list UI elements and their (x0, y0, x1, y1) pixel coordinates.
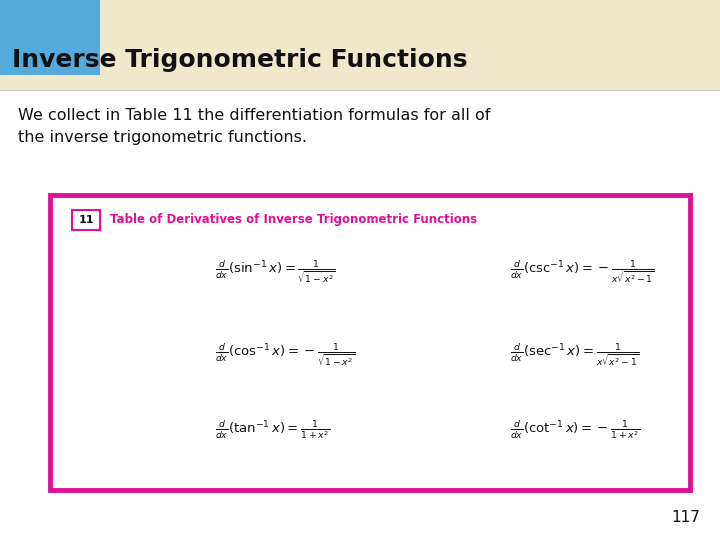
Text: 11: 11 (78, 215, 94, 225)
Text: $\frac{d}{dx}(\sin^{-1}x) = \frac{1}{\sqrt{1-x^2}}$: $\frac{d}{dx}(\sin^{-1}x) = \frac{1}{\sq… (215, 259, 336, 285)
Text: Table of Derivatives of Inverse Trigonometric Functions: Table of Derivatives of Inverse Trigonom… (110, 213, 477, 226)
Text: $\frac{d}{dx}(\sec^{-1}x) = \frac{1}{x\sqrt{x^2-1}}$: $\frac{d}{dx}(\sec^{-1}x) = \frac{1}{x\s… (510, 342, 639, 368)
Text: $\frac{d}{dx}(\cos^{-1}x) = -\frac{1}{\sqrt{1-x^2}}$: $\frac{d}{dx}(\cos^{-1}x) = -\frac{1}{\s… (215, 342, 355, 368)
Text: Inverse Trigonometric Functions: Inverse Trigonometric Functions (12, 48, 467, 72)
Text: 117: 117 (671, 510, 700, 525)
Text: $\frac{d}{dx}(\tan^{-1}x) = \frac{1}{1+x^2}$: $\frac{d}{dx}(\tan^{-1}x) = \frac{1}{1+x… (215, 418, 330, 442)
FancyBboxPatch shape (0, 0, 720, 90)
FancyBboxPatch shape (0, 0, 100, 75)
Text: $\frac{d}{dx}(\cot^{-1}x) = -\frac{1}{1+x^2}$: $\frac{d}{dx}(\cot^{-1}x) = -\frac{1}{1+… (510, 418, 640, 442)
Text: $\frac{d}{dx}(\csc^{-1}x) = -\frac{1}{x\sqrt{x^2-1}}$: $\frac{d}{dx}(\csc^{-1}x) = -\frac{1}{x\… (510, 259, 655, 286)
Text: We collect in Table 11 the differentiation formulas for all of
the inverse trigo: We collect in Table 11 the differentiati… (18, 108, 490, 145)
FancyBboxPatch shape (72, 210, 100, 230)
FancyBboxPatch shape (50, 195, 690, 490)
